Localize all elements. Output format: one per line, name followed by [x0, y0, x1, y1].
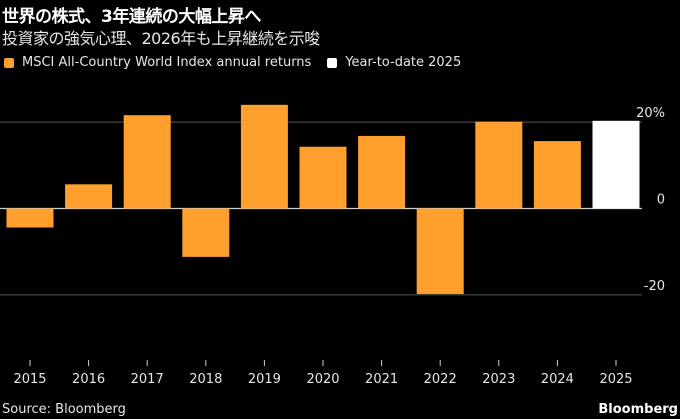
bar-2019: [240, 104, 288, 209]
y-tick-label: 0: [657, 193, 665, 208]
bar-2022: [416, 208, 464, 295]
chart-subtitle: 投資家の強気心理、2026年も上昇継続を示唆: [2, 29, 320, 48]
x-tick-label: 2020: [306, 372, 339, 387]
legend-item-ytd: Year-to-date 2025: [327, 55, 461, 70]
legend-swatch-ytd: [327, 57, 338, 68]
bar-2025: [592, 120, 640, 209]
bar-2024: [533, 141, 581, 209]
x-tick-label: 2025: [599, 372, 632, 387]
x-tick-label: 2021: [365, 372, 398, 387]
bar-2015: [6, 208, 54, 228]
bar-2020: [299, 146, 347, 209]
bar-2023: [475, 121, 523, 209]
bar-2021: [358, 135, 406, 209]
x-tick-label: 2016: [72, 372, 105, 387]
source-note: Source: Bloomberg: [2, 402, 126, 417]
y-tick-label: 20%: [636, 106, 665, 121]
legend: MSCI All-Country World Index annual retu…: [4, 55, 477, 70]
x-tick-label: 2022: [424, 372, 457, 387]
x-tick-label: 2017: [131, 372, 164, 387]
legend-item-annual: MSCI All-Country World Index annual retu…: [4, 55, 311, 70]
bar-2017: [123, 115, 171, 209]
chart-title: 世界の株式、3年連続の大幅上昇へ: [2, 7, 261, 27]
legend-swatch-annual: [4, 57, 14, 68]
brand-logo: Bloomberg: [598, 402, 678, 417]
bar-2018: [182, 208, 230, 257]
x-tick-label: 2024: [541, 372, 574, 387]
x-tick-label: 2018: [189, 372, 222, 387]
y-tick-label: -20: [644, 279, 665, 294]
x-tick-label: 2023: [482, 372, 515, 387]
bar-2016: [65, 184, 113, 209]
x-tick-label: 2015: [13, 372, 46, 387]
legend-label-annual: MSCI All-Country World Index annual retu…: [22, 55, 312, 70]
x-tick-label: 2019: [248, 372, 281, 387]
legend-label-ytd: Year-to-date 2025: [345, 55, 462, 70]
